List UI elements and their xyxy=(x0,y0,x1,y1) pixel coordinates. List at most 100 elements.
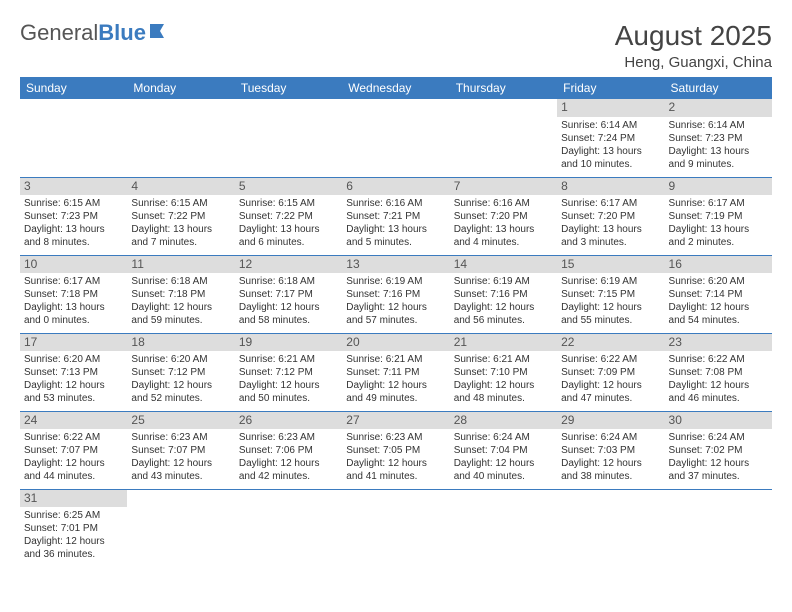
location: Heng, Guangxi, China xyxy=(615,54,772,71)
calendar-cell: 1Sunrise: 6:14 AMSunset: 7:24 PMDaylight… xyxy=(557,99,664,177)
calendar-cell: 31Sunrise: 6:25 AMSunset: 7:01 PMDayligh… xyxy=(20,489,127,567)
calendar-week-row: 10Sunrise: 6:17 AMSunset: 7:18 PMDayligh… xyxy=(20,255,772,333)
sunrise-line: Sunrise: 6:22 AM xyxy=(561,353,660,366)
calendar-cell xyxy=(450,99,557,177)
calendar-cell: 8Sunrise: 6:17 AMSunset: 7:20 PMDaylight… xyxy=(557,177,664,255)
daylight-line: Daylight: 13 hours and 4 minutes. xyxy=(454,223,553,249)
sunset-line: Sunset: 7:09 PM xyxy=(561,366,660,379)
sunrise-line: Sunrise: 6:16 AM xyxy=(346,197,445,210)
sunrise-line: Sunrise: 6:14 AM xyxy=(669,119,768,132)
sunrise-line: Sunrise: 6:16 AM xyxy=(454,197,553,210)
calendar-week-row: 17Sunrise: 6:20 AMSunset: 7:13 PMDayligh… xyxy=(20,333,772,411)
calendar-week-row: 3Sunrise: 6:15 AMSunset: 7:23 PMDaylight… xyxy=(20,177,772,255)
sunrise-line: Sunrise: 6:22 AM xyxy=(24,431,123,444)
daylight-line: Daylight: 12 hours and 53 minutes. xyxy=(24,379,123,405)
day-number: 8 xyxy=(557,178,664,196)
sunrise-line: Sunrise: 6:22 AM xyxy=(669,353,768,366)
calendar-cell: 10Sunrise: 6:17 AMSunset: 7:18 PMDayligh… xyxy=(20,255,127,333)
daylight-line: Daylight: 12 hours and 49 minutes. xyxy=(346,379,445,405)
sunset-line: Sunset: 7:02 PM xyxy=(669,444,768,457)
sunset-line: Sunset: 7:13 PM xyxy=(24,366,123,379)
daylight-line: Daylight: 13 hours and 8 minutes. xyxy=(24,223,123,249)
daylight-line: Daylight: 12 hours and 50 minutes. xyxy=(239,379,338,405)
month-title: August 2025 xyxy=(615,20,772,52)
sunset-line: Sunset: 7:11 PM xyxy=(346,366,445,379)
daylight-line: Daylight: 12 hours and 38 minutes. xyxy=(561,457,660,483)
calendar-cell xyxy=(20,99,127,177)
daylight-line: Daylight: 12 hours and 57 minutes. xyxy=(346,301,445,327)
day-number: 21 xyxy=(450,334,557,352)
sunset-line: Sunset: 7:12 PM xyxy=(239,366,338,379)
calendar-cell: 13Sunrise: 6:19 AMSunset: 7:16 PMDayligh… xyxy=(342,255,449,333)
daylight-line: Daylight: 13 hours and 6 minutes. xyxy=(239,223,338,249)
calendar-cell: 18Sunrise: 6:20 AMSunset: 7:12 PMDayligh… xyxy=(127,333,234,411)
sunset-line: Sunset: 7:07 PM xyxy=(131,444,230,457)
calendar-cell: 16Sunrise: 6:20 AMSunset: 7:14 PMDayligh… xyxy=(665,255,772,333)
sunset-line: Sunset: 7:07 PM xyxy=(24,444,123,457)
calendar-cell: 22Sunrise: 6:22 AMSunset: 7:09 PMDayligh… xyxy=(557,333,664,411)
sunset-line: Sunset: 7:14 PM xyxy=(669,288,768,301)
calendar-week-row: 31Sunrise: 6:25 AMSunset: 7:01 PMDayligh… xyxy=(20,489,772,567)
calendar-cell xyxy=(450,489,557,567)
sunset-line: Sunset: 7:05 PM xyxy=(346,444,445,457)
day-number: 15 xyxy=(557,256,664,274)
sunset-line: Sunset: 7:10 PM xyxy=(454,366,553,379)
day-number: 11 xyxy=(127,256,234,274)
calendar-cell: 4Sunrise: 6:15 AMSunset: 7:22 PMDaylight… xyxy=(127,177,234,255)
calendar-cell: 14Sunrise: 6:19 AMSunset: 7:16 PMDayligh… xyxy=(450,255,557,333)
sunrise-line: Sunrise: 6:25 AM xyxy=(24,509,123,522)
flag-icon xyxy=(150,20,176,46)
daylight-line: Daylight: 13 hours and 3 minutes. xyxy=(561,223,660,249)
day-header: Wednesday xyxy=(342,77,449,99)
calendar-cell xyxy=(127,99,234,177)
daylight-line: Daylight: 12 hours and 42 minutes. xyxy=(239,457,338,483)
daylight-line: Daylight: 12 hours and 47 minutes. xyxy=(561,379,660,405)
sunrise-line: Sunrise: 6:19 AM xyxy=(561,275,660,288)
calendar-header-row: SundayMondayTuesdayWednesdayThursdayFrid… xyxy=(20,77,772,99)
calendar-cell xyxy=(235,489,342,567)
sunset-line: Sunset: 7:06 PM xyxy=(239,444,338,457)
sunset-line: Sunset: 7:18 PM xyxy=(131,288,230,301)
day-number: 29 xyxy=(557,412,664,430)
daylight-line: Daylight: 13 hours and 9 minutes. xyxy=(669,145,768,171)
sunrise-line: Sunrise: 6:21 AM xyxy=(346,353,445,366)
calendar-week-row: 1Sunrise: 6:14 AMSunset: 7:24 PMDaylight… xyxy=(20,99,772,177)
day-number: 25 xyxy=(127,412,234,430)
calendar-cell: 25Sunrise: 6:23 AMSunset: 7:07 PMDayligh… xyxy=(127,411,234,489)
day-number: 27 xyxy=(342,412,449,430)
calendar-cell: 9Sunrise: 6:17 AMSunset: 7:19 PMDaylight… xyxy=(665,177,772,255)
day-number: 17 xyxy=(20,334,127,352)
day-number: 10 xyxy=(20,256,127,274)
calendar-cell xyxy=(557,489,664,567)
day-number: 28 xyxy=(450,412,557,430)
sunset-line: Sunset: 7:24 PM xyxy=(561,132,660,145)
calendar-cell xyxy=(665,489,772,567)
calendar-cell: 12Sunrise: 6:18 AMSunset: 7:17 PMDayligh… xyxy=(235,255,342,333)
sunset-line: Sunset: 7:16 PM xyxy=(454,288,553,301)
calendar-cell: 29Sunrise: 6:24 AMSunset: 7:03 PMDayligh… xyxy=(557,411,664,489)
sunrise-line: Sunrise: 6:21 AM xyxy=(239,353,338,366)
logo-text-gray: General xyxy=(20,20,98,46)
calendar-cell: 26Sunrise: 6:23 AMSunset: 7:06 PMDayligh… xyxy=(235,411,342,489)
day-header: Saturday xyxy=(665,77,772,99)
day-number: 9 xyxy=(665,178,772,196)
calendar-cell: 21Sunrise: 6:21 AMSunset: 7:10 PMDayligh… xyxy=(450,333,557,411)
day-number: 13 xyxy=(342,256,449,274)
day-header: Tuesday xyxy=(235,77,342,99)
calendar-cell: 19Sunrise: 6:21 AMSunset: 7:12 PMDayligh… xyxy=(235,333,342,411)
day-number: 3 xyxy=(20,178,127,196)
day-number: 30 xyxy=(665,412,772,430)
calendar-cell: 30Sunrise: 6:24 AMSunset: 7:02 PMDayligh… xyxy=(665,411,772,489)
day-number: 14 xyxy=(450,256,557,274)
daylight-line: Daylight: 12 hours and 55 minutes. xyxy=(561,301,660,327)
sunset-line: Sunset: 7:03 PM xyxy=(561,444,660,457)
calendar-cell: 15Sunrise: 6:19 AMSunset: 7:15 PMDayligh… xyxy=(557,255,664,333)
sunset-line: Sunset: 7:22 PM xyxy=(131,210,230,223)
day-number: 5 xyxy=(235,178,342,196)
daylight-line: Daylight: 12 hours and 44 minutes. xyxy=(24,457,123,483)
day-number: 23 xyxy=(665,334,772,352)
sunset-line: Sunset: 7:18 PM xyxy=(24,288,123,301)
sunrise-line: Sunrise: 6:23 AM xyxy=(346,431,445,444)
day-header: Monday xyxy=(127,77,234,99)
sunset-line: Sunset: 7:01 PM xyxy=(24,522,123,535)
